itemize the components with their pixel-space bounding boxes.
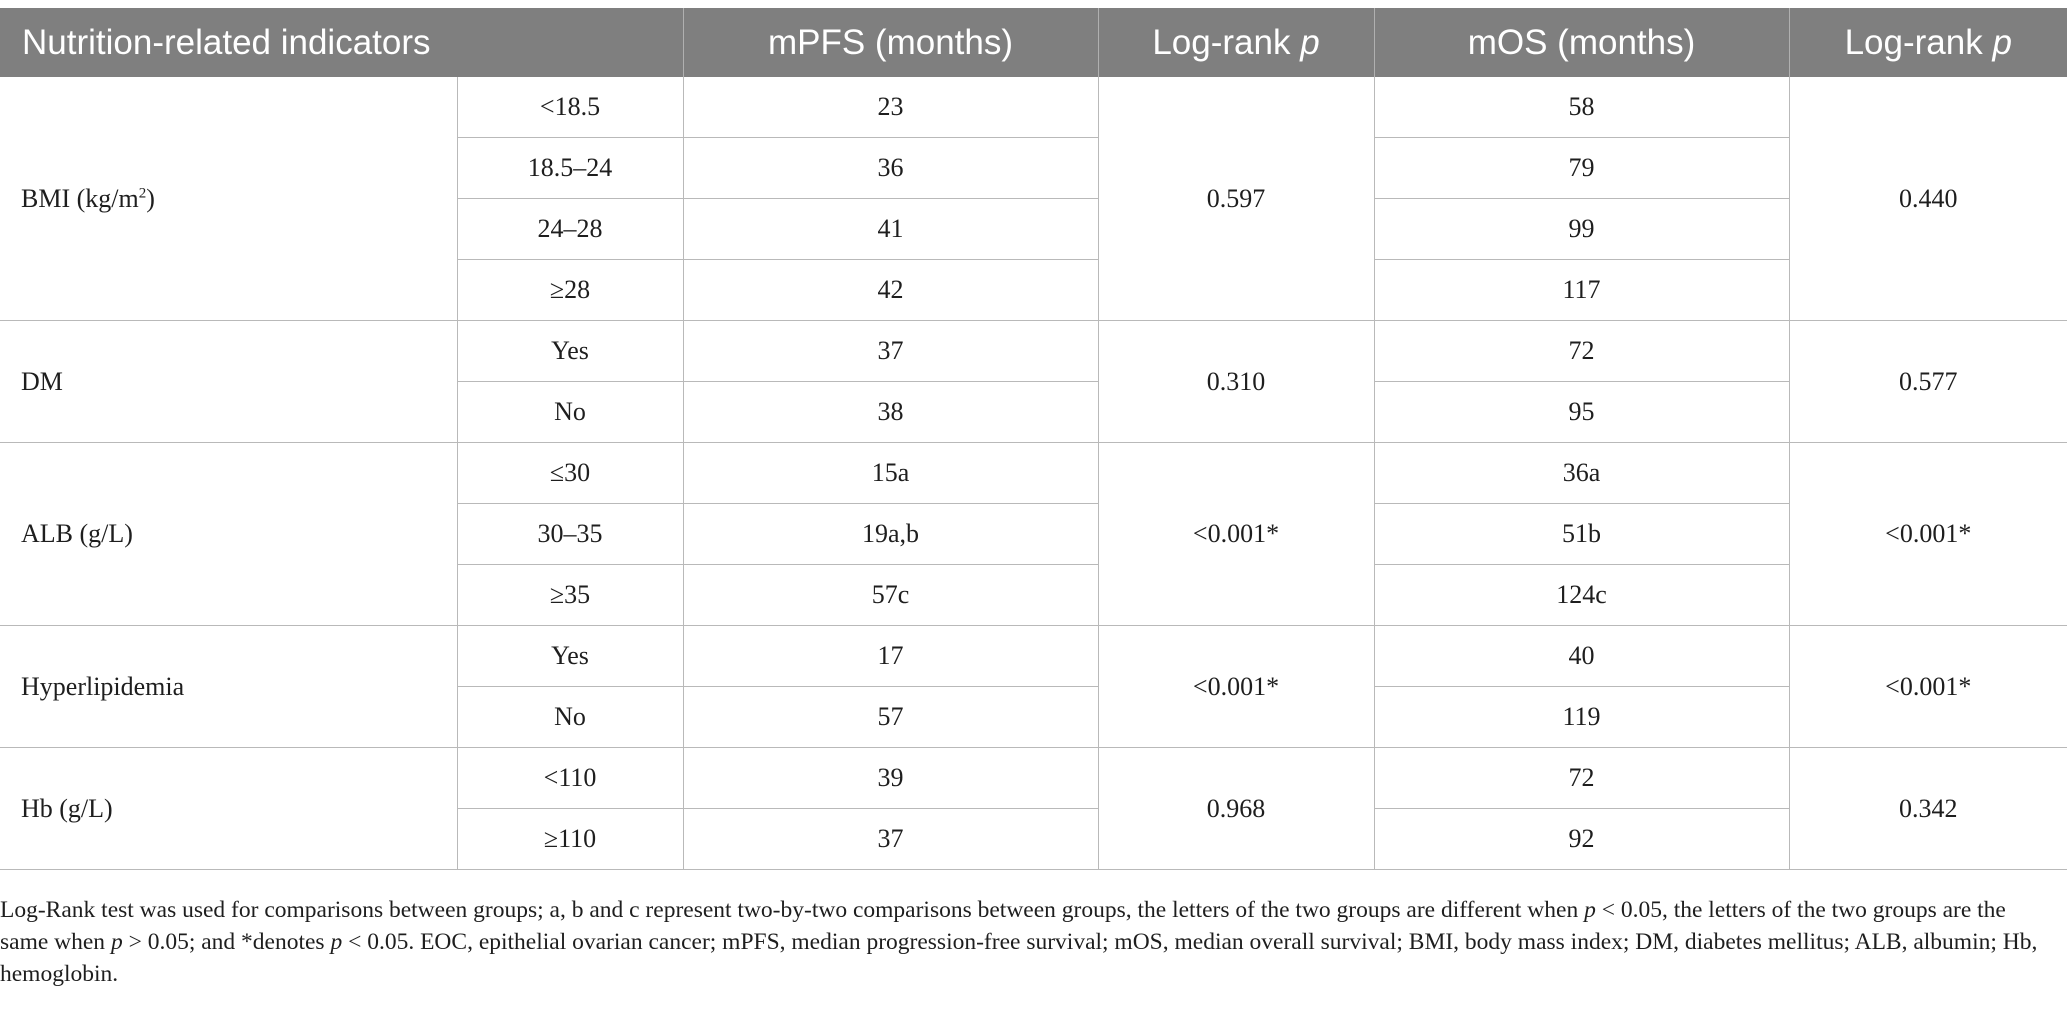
mos-cell: 124c	[1373, 564, 1790, 626]
table-footnote: Log-Rank test was used for comparisons b…	[0, 894, 2060, 990]
indicator-label: BMI (kg/m	[21, 183, 139, 213]
mpfs-logrank-cell: <0.001*	[1097, 442, 1375, 626]
mpfs-logrank-cell: <0.001*	[1097, 625, 1375, 748]
indicator-cell: Hb (g/L)	[0, 747, 458, 870]
table-row: ≥35 57c 124c	[0, 564, 2067, 626]
category-cell: 24–28	[457, 198, 684, 260]
mos-cell: 92	[1373, 808, 1790, 870]
mpfs-cell: 57c	[682, 564, 1099, 626]
table-row: Hyperlipidemia Yes 17 <0.001* 40 <0.001*	[0, 625, 2067, 748]
mos-cell: 36a	[1373, 442, 1790, 504]
table-row: Hb (g/L) <110 39 0.968 72 0.342	[0, 747, 2067, 870]
mos-cell: 119	[1373, 686, 1790, 748]
mos-logrank-cell: <0.001*	[1788, 442, 2067, 626]
footnote-text: < 0.05. EOC, epithelial ovarian cancer; …	[0, 929, 2038, 987]
indicator-label-suffix: )	[146, 183, 155, 213]
header-indicator: Nutrition-related indicators	[0, 8, 684, 77]
category-cell: <18.5	[456, 77, 684, 138]
table-row: BMI (kg/m2) <18.5 23 0.597 58 0.440	[0, 77, 2067, 321]
mpfs-cell: 41	[682, 198, 1099, 260]
header-logrank-label: Log-rank	[1152, 22, 1301, 62]
indicator-label: ALB (g/L)	[21, 519, 133, 548]
mpfs-logrank-cell: 0.597	[1097, 77, 1375, 321]
indicator-cell: BMI (kg/m2)	[0, 77, 458, 321]
mos-cell: 40	[1373, 625, 1790, 687]
mpfs-cell: 42	[682, 259, 1099, 321]
mpfs-logrank-cell: 0.968	[1097, 747, 1375, 870]
mos-logrank-cell: 0.440	[1788, 77, 2067, 321]
category-cell: <110	[456, 747, 684, 809]
category-cell: No	[457, 686, 684, 748]
mos-logrank-cell: 0.342	[1788, 747, 2067, 870]
mpfs-logrank-cell: 0.310	[1097, 320, 1375, 443]
mpfs-cell: 23	[682, 77, 1099, 138]
footnote-text: < 0.05, the letters of the two groups ar…	[0, 897, 2006, 955]
table-row: No 38 95	[0, 381, 2067, 443]
header-mpfs: mPFS (months)	[683, 8, 1099, 77]
category-cell: ≥35	[457, 564, 684, 626]
footnote-text: > 0.05; and *denotes	[122, 929, 331, 955]
table-row: ≥110 37 92	[0, 808, 2067, 870]
mpfs-cell: 57	[682, 686, 1099, 748]
category-cell: ≥110	[457, 808, 684, 870]
mpfs-cell: 36	[682, 137, 1099, 199]
category-cell: Yes	[456, 625, 684, 687]
table-row: ALB (g/L) ≤30 15a <0.001* 36a <0.001*	[0, 442, 2067, 626]
mpfs-cell: 37	[682, 808, 1099, 870]
indicator-label: Hb (g/L)	[21, 793, 113, 823]
category-cell: 30–35	[457, 503, 684, 565]
header-row: Nutrition-related indicators mPFS (month…	[0, 8, 2067, 77]
mos-cell: 79	[1373, 137, 1790, 199]
mos-cell: 72	[1373, 320, 1790, 382]
table-row: No 57 119	[0, 686, 2067, 748]
table-header: Nutrition-related indicators mPFS (month…	[0, 8, 2067, 77]
mos-cell: 58	[1373, 77, 1790, 138]
table-body: BMI (kg/m2) <18.5 23 0.597 58 0.440 18.5–24 36 7…	[0, 77, 2067, 870]
header-logrank-p: p	[1992, 22, 2012, 62]
mos-cell: 95	[1373, 381, 1790, 443]
mpfs-cell: 37	[682, 320, 1099, 382]
category-cell: ≤30	[456, 442, 684, 504]
mpfs-cell: 39	[682, 747, 1099, 809]
indicator-label: DM	[21, 366, 63, 396]
indicator-cell: ALB (g/L)	[0, 442, 458, 626]
mpfs-cell: 19a,b	[682, 503, 1099, 565]
header-logrank-p: p	[1300, 22, 1320, 62]
header-logrank-mos: Log-rank p	[1789, 8, 2067, 77]
mos-cell: 72	[1373, 747, 1790, 809]
footnote-text: Log-Rank test was used for comparisons b…	[0, 897, 1585, 923]
category-cell: 18.5–24	[457, 137, 684, 199]
indicator-cell: Hyperlipidemia	[0, 625, 458, 748]
mos-cell: 117	[1373, 259, 1790, 321]
table-row: 30–35 19a,b 51b	[0, 503, 2067, 565]
header-mos: mOS (months)	[1374, 8, 1790, 77]
mpfs-cell: 15a	[682, 442, 1099, 504]
table-row: 24–28 41 99	[0, 198, 2067, 260]
data-table: Nutrition-related indicators mPFS (month…	[0, 8, 2067, 870]
category-cell: No	[457, 381, 684, 443]
footnote-p: p	[330, 929, 343, 955]
mpfs-cell: 38	[682, 381, 1099, 443]
table-row: DM Yes 37 0.310 72 0.577	[0, 320, 2067, 443]
table-row: ≥28 42 117	[0, 259, 2067, 321]
footnote-p: p	[110, 929, 123, 955]
category-cell: ≥28	[457, 259, 684, 321]
mos-logrank-cell: 0.577	[1788, 320, 2067, 443]
indicator-label-sup: 2	[138, 184, 147, 201]
category-cell: Yes	[456, 320, 684, 382]
mos-logrank-cell: <0.001*	[1788, 625, 2067, 748]
mos-cell: 51b	[1373, 503, 1790, 565]
table-row: 18.5–24 36 79	[0, 137, 2067, 199]
header-logrank-label: Log-rank	[1844, 22, 1993, 62]
indicator-cell: DM	[0, 320, 458, 443]
footnote-p: p	[1584, 897, 1596, 923]
header-logrank-mpfs: Log-rank p	[1098, 8, 1375, 77]
mpfs-cell: 17	[682, 625, 1099, 687]
mos-cell: 99	[1373, 198, 1790, 260]
indicator-label: Hyperlipidemia	[21, 671, 185, 701]
